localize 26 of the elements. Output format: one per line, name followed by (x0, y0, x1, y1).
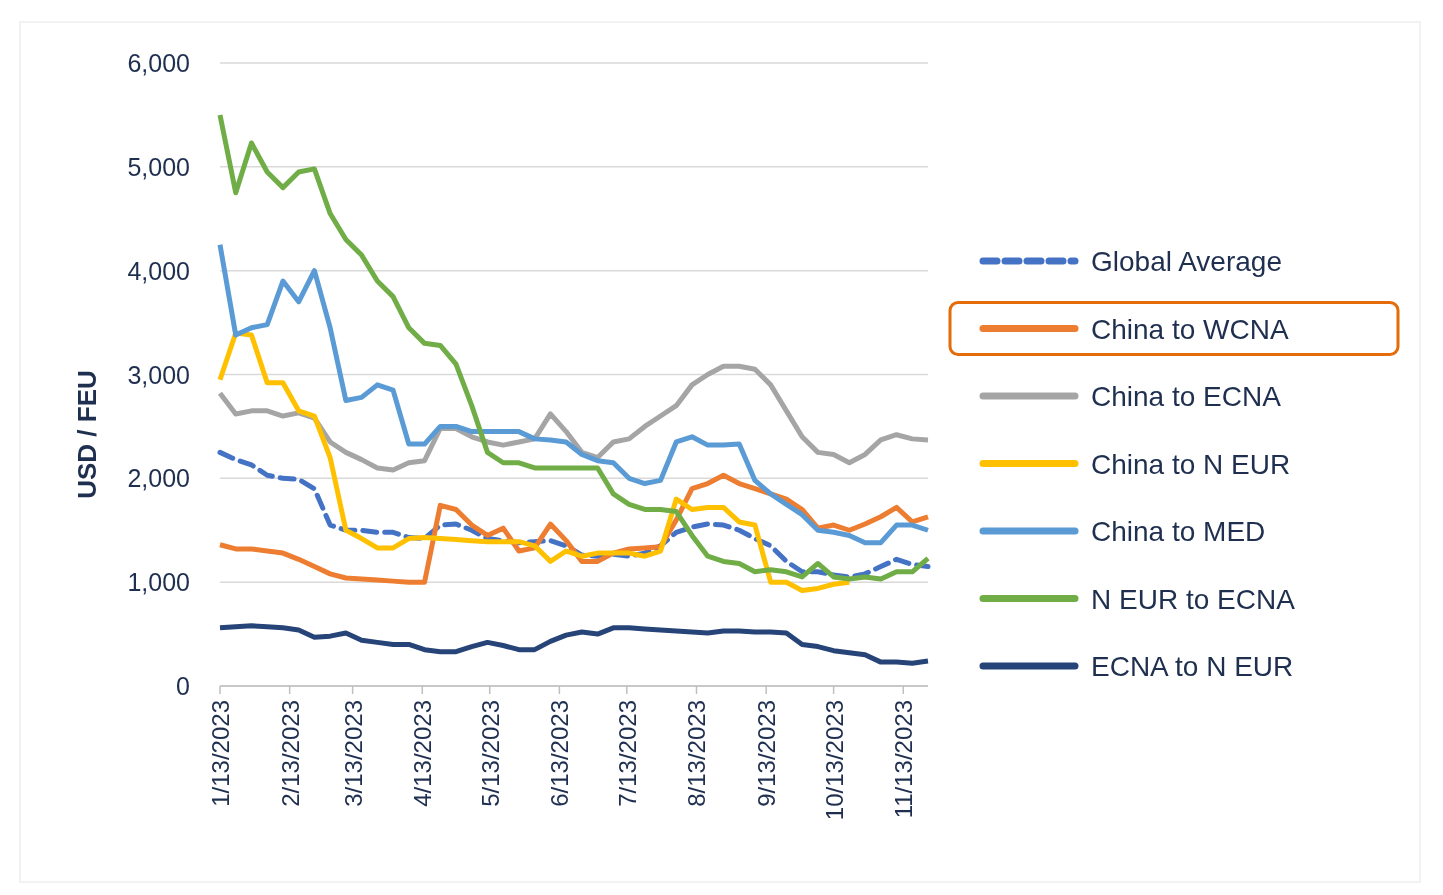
y-tick-label: 3,000 (127, 360, 190, 389)
legend-label: China to MED (1091, 516, 1266, 547)
y-tick-label: 0 (176, 672, 190, 700)
x-tick-label: 2/13/2023 (276, 700, 304, 807)
x-tick-label: 11/13/2023 (890, 700, 918, 819)
legend-label: China to N EUR (1091, 448, 1291, 480)
x-tick-label: 1/13/2023 (207, 700, 234, 807)
y-axis-title: USD / FEU (72, 370, 102, 499)
x-tick-label: 3/13/2023 (339, 700, 367, 807)
legend-label: China to ECNA (1091, 381, 1282, 412)
x-tick-label: 6/13/2023 (546, 700, 574, 807)
x-tick-label: 4/13/2023 (409, 700, 437, 807)
y-tick-label: 2,000 (127, 464, 190, 493)
x-tick-label: 8/13/2023 (683, 700, 711, 807)
legend-label: ECNA to N EUR (1091, 651, 1294, 682)
x-tick-label: 10/13/2023 (820, 700, 848, 821)
y-tick-label: 6,000 (127, 49, 190, 77)
y-tick-label: 1,000 (127, 568, 190, 597)
legend-label: N EUR to ECNA (1091, 583, 1296, 615)
y-tick-label: 4,000 (127, 256, 190, 285)
y-tick-label: 5,000 (127, 152, 190, 181)
x-tick-label: 7/13/2023 (613, 700, 641, 807)
legend-label: Global Average (1091, 246, 1282, 277)
legend-label: China to WCNA (1091, 313, 1289, 345)
x-tick-label: 5/13/2023 (476, 700, 504, 807)
x-tick-label: 9/13/2023 (753, 700, 781, 807)
